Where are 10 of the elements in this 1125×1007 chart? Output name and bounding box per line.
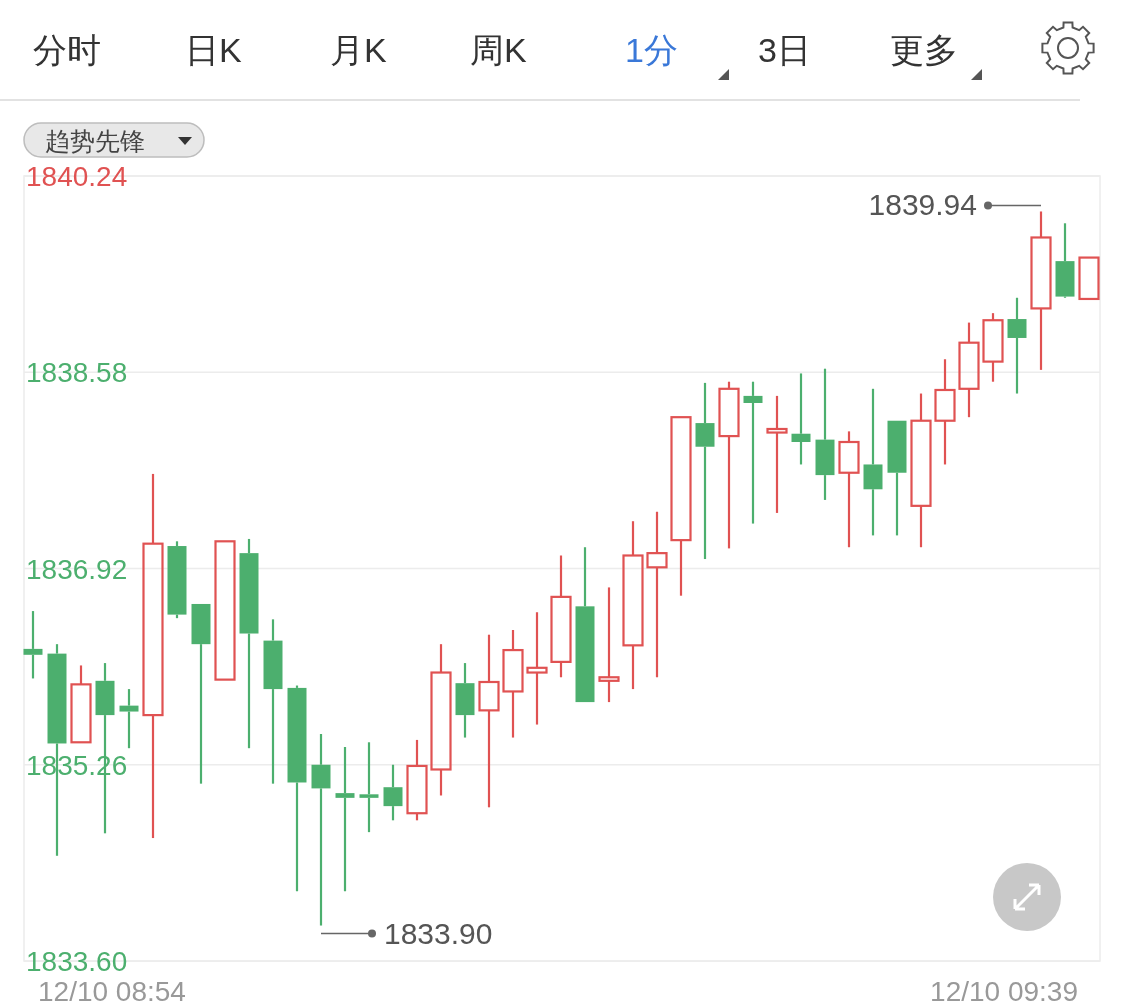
y-tick-label: 1840.24 [26,161,128,192]
dropdown: 趋势先锋 [23,122,205,158]
y-tick-label: 1833.60 [26,946,128,977]
annotation: 1839.94 [868,188,977,222]
annotation: 1833.90 [384,916,493,950]
y-tick-label: 1838.58 [26,357,128,389]
text: 12/10 08:54 [38,976,186,1007]
y-tick-label: 1836.92 [26,553,128,585]
header: 分时 日K 月K 周K 1分 3日 更多 [33,31,958,69]
text: 12/10 09:39 [930,976,1078,1007]
